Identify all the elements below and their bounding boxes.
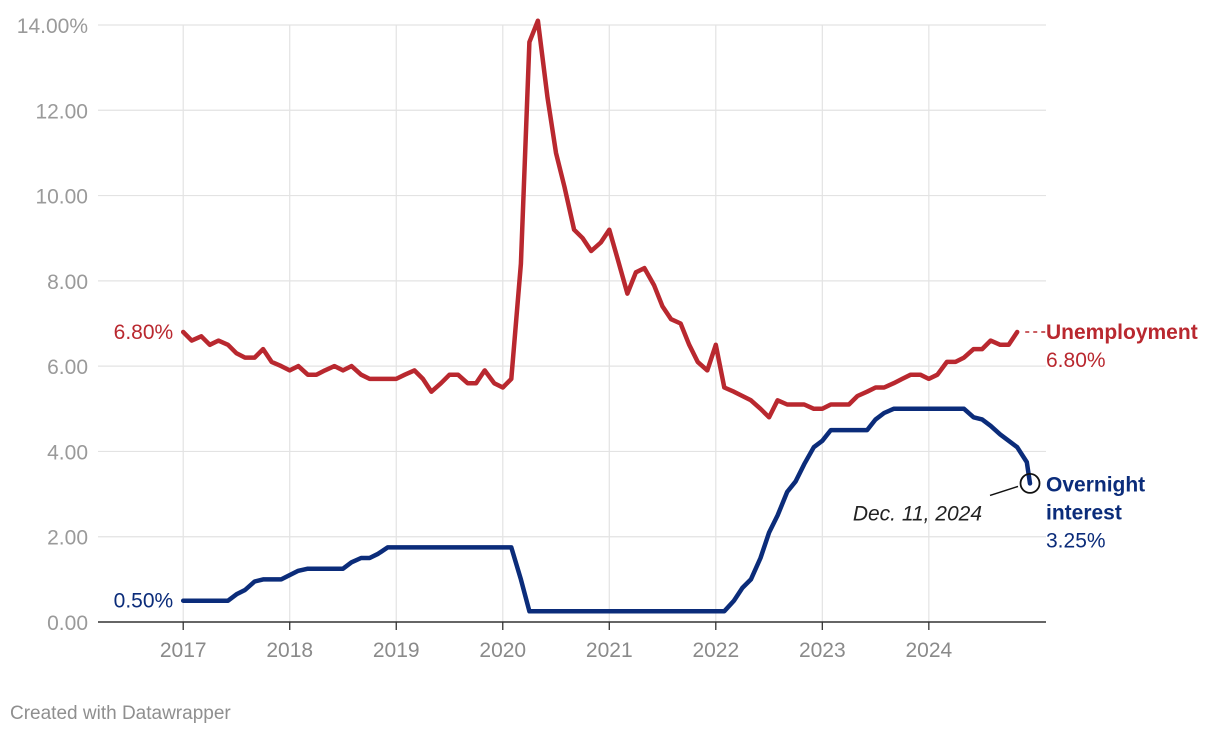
overnight-interest-line[interactable] — [180, 406, 1033, 614]
x-tick-label: 2024 — [905, 639, 952, 662]
x-tick-label: 2021 — [586, 639, 633, 662]
y-tick-label: 14.00% — [17, 15, 88, 38]
x-tick-label: 2023 — [799, 639, 846, 662]
overnight-series-name-line1: Overnight — [1046, 473, 1145, 496]
y-tick-label: 0.00 — [47, 612, 88, 635]
x-tick-label: 2018 — [266, 639, 313, 662]
annotation-leader-line — [989, 485, 1019, 497]
overnight-end-value: 3.25% — [1046, 529, 1106, 552]
y-tick-label: 8.00 — [47, 271, 88, 294]
unemployment-start-label: 6.80% — [114, 321, 174, 344]
unemployment-line[interactable] — [180, 18, 1020, 420]
x-tick-label: 2020 — [479, 639, 526, 662]
x-tick-label: 2019 — [373, 639, 420, 662]
y-tick-label: 6.00 — [47, 356, 88, 379]
unemployment-series-name: Unemployment — [1046, 321, 1198, 344]
overnight-end-marker[interactable] — [1019, 473, 1041, 494]
x-tick-label: 2022 — [692, 639, 739, 662]
date-annotation: Dec. 11, 2024 — [853, 502, 982, 525]
y-tick-label: 12.00 — [35, 100, 88, 123]
x-tick-label: 2017 — [160, 639, 207, 662]
overnight-series-name-line2: interest — [1046, 501, 1122, 524]
datawrapper-credit[interactable]: Created with Datawrapper — [10, 703, 231, 724]
unemployment-end-value: 6.80% — [1046, 349, 1106, 372]
y-tick-label: 10.00 — [35, 186, 88, 209]
y-tick-label: 2.00 — [47, 527, 88, 550]
y-tick-label: 4.00 — [47, 441, 88, 464]
overnight-start-label: 0.50% — [114, 590, 174, 613]
